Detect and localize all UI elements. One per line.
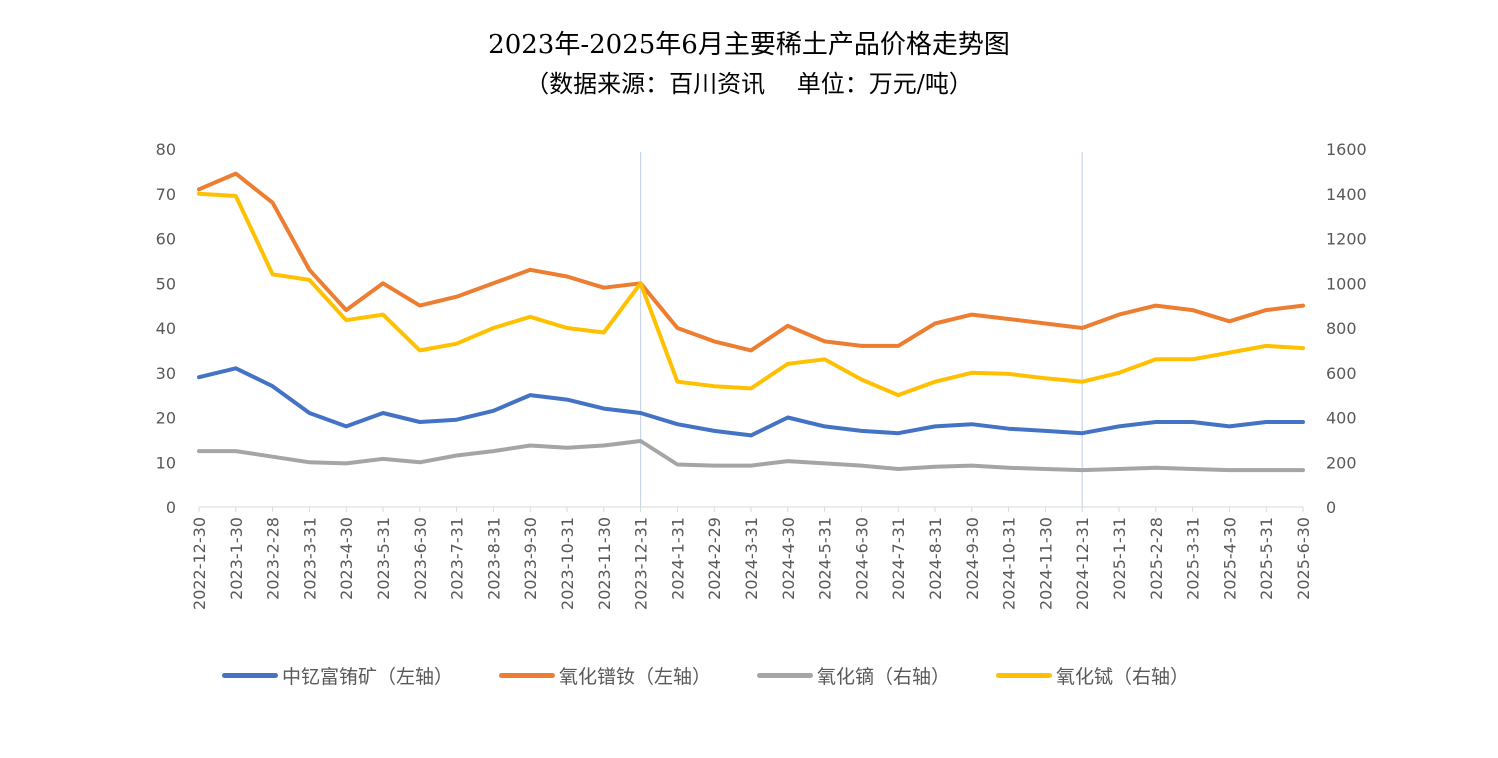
y-left-tick-label: 10 [156,453,176,472]
x-tick-label: 2023-8-31 [484,517,503,600]
series-line-2 [197,439,1305,473]
x-tick-label: 2023-4-30 [337,517,356,600]
x-tick-label: 2023-6-30 [411,517,430,600]
x-tick-label: 2022-12-30 [190,517,209,610]
y-right-tick-label: 1200 [1326,230,1367,249]
legend: 中钇富铕矿（左轴） 氧化镨钕（左轴） 氧化镝（右轴） 氧化铽（右轴） [222,662,1189,689]
x-tick-label: 2024-3-31 [742,517,761,600]
y-right-tick-label: 1000 [1326,274,1367,293]
x-tick-label: 2025-4-30 [1220,517,1239,600]
x-tick-label: 2023-1-30 [227,517,246,600]
y-right-tick-label: 600 [1326,364,1357,383]
y-left-tick-label: 80 [156,140,176,159]
legend-swatch [222,673,278,678]
x-tick-label: 2023-10-31 [558,517,577,610]
y-right-tick-label: 200 [1326,453,1357,472]
series-line-0 [197,366,1305,438]
legend-label: 氧化镝（右轴） [817,666,951,688]
x-tick-label: 2023-3-31 [300,517,319,600]
x-tick-label: 2024-2-29 [705,517,724,600]
x-tick-label: 2025-2-28 [1147,517,1166,600]
x-tick-label: 2023-12-31 [632,517,651,610]
legend-item: 氧化铽（右轴） [996,662,1189,689]
x-tick-label: 2023-11-30 [595,517,614,610]
chart-subtitle: （数据来源：百川资讯 单位：万元/吨） [525,70,973,98]
y-left-tick-label: 40 [156,319,176,338]
x-tick-label: 2024-12-31 [1073,517,1092,610]
x-tick-label: 2024-10-31 [1000,517,1019,610]
x-tick-label: 2024-7-31 [889,517,908,600]
y-left-tick-label: 50 [156,274,176,293]
x-tick-label: 2025-5-31 [1257,517,1276,600]
y-right-tick-label: 1400 [1326,185,1367,204]
x-tick-label: 2023-9-30 [521,517,540,600]
legend-swatch [757,673,814,678]
chart-title: 2023年-2025年6月主要稀土产品价格走势图 [488,30,1010,60]
y-left-tick-label: 60 [156,230,176,249]
y-left-tick-label: 30 [156,364,176,383]
x-tick-label: 2024-6-30 [852,517,871,600]
y-right-tick-label: 0 [1326,498,1336,517]
legend-label: 氧化镨钕（左轴） [559,666,712,688]
x-tick-label: 2024-1-31 [668,517,687,600]
legend-item: 氧化镨钕（左轴） [499,662,711,689]
x-tick-label: 2023-5-31 [374,517,393,600]
y-right-tick-label: 800 [1326,319,1357,338]
legend-label: 氧化铽（右轴） [1056,666,1190,688]
legend-item: 中钇富铕矿（左轴） [222,662,453,689]
x-tick-label: 2024-9-30 [963,517,982,600]
x-tick-label: 2024-11-30 [1036,517,1055,610]
legend-label: 中钇富铕矿（左轴） [282,666,454,688]
x-tick-label: 2024-8-31 [926,517,945,600]
legend-swatch [499,673,556,678]
legend-swatch [996,673,1053,678]
x-tick-label: 2025-3-31 [1184,517,1203,600]
y-right-tick-label: 400 [1326,409,1357,428]
x-tick-label: 2023-2-28 [264,517,283,600]
y-left-tick-label: 20 [156,409,176,428]
x-tick-label: 2025-1-31 [1110,517,1129,600]
x-tick-label: 2025-6-30 [1294,517,1313,600]
y-right-tick-label: 1600 [1326,140,1367,159]
y-left-tick-label: 0 [166,498,176,517]
y-left-tick-label: 70 [156,185,176,204]
legend-item: 氧化镝（右轴） [757,662,950,689]
x-tick-label: 2024-5-31 [816,517,835,600]
x-tick-label: 2023-7-31 [448,517,467,600]
series-line-1 [197,171,1305,353]
x-tick-label: 2024-4-30 [779,517,798,600]
